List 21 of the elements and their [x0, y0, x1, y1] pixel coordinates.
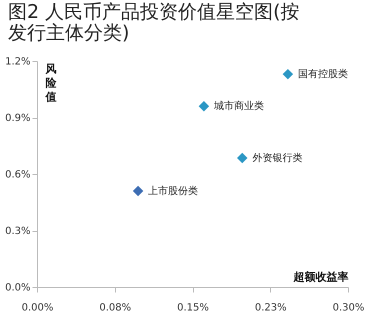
x-tick-label: 0.08%	[99, 302, 132, 314]
annotation: 上市股份类	[148, 184, 198, 197]
point	[198, 100, 210, 112]
y-tick-label: 0.9%	[5, 113, 30, 124]
annotation: 城市商业类	[212, 100, 264, 112]
y-axis-title: 风险值	[44, 62, 58, 104]
y-tick-label: 0.6%	[5, 170, 30, 180]
x-tick-label: 0.15%	[177, 302, 209, 314]
chart-title: 图2 人民币产品投资价值星空图(按发行主体分类)	[7, 0, 301, 46]
x-tick-label: 0.30%	[332, 302, 364, 314]
x-axis-title: 超额收益率	[292, 270, 348, 284]
y-tick-label: 0.0%	[5, 282, 30, 294]
y-tick-label: 0.3%	[5, 226, 30, 237]
annotation: 国有控股类	[298, 68, 348, 80]
point	[132, 186, 144, 196]
point	[282, 68, 294, 80]
annotation: 外资银行类	[252, 152, 302, 164]
y-tick-label: 1.2%	[5, 56, 30, 68]
x-tick-label: 0.23%	[254, 302, 287, 314]
point	[237, 152, 248, 164]
x-tick-label: 0.00%	[22, 302, 54, 314]
